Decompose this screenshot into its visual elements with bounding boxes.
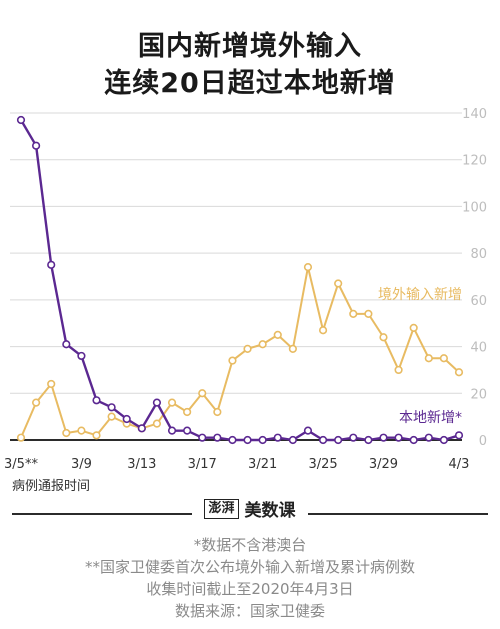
series-2-point — [334, 435, 343, 445]
source-note: 数据来源：国家卫健委 — [174, 602, 325, 620]
series-1-point — [258, 340, 267, 349]
series-1-point — [77, 426, 86, 435]
series-1-point — [334, 279, 343, 288]
series-2-point — [152, 398, 162, 407]
series-2-point — [258, 435, 267, 445]
series-1-point — [379, 333, 388, 342]
series-2-point — [32, 141, 41, 150]
series-2-point — [273, 433, 282, 442]
series-2-point — [243, 435, 252, 445]
y-tick-label-100: 100 — [462, 200, 487, 215]
series-2-point — [183, 426, 192, 435]
y-tick-label-40: 40 — [470, 341, 487, 356]
y-tick-label-140: 140 — [462, 107, 487, 122]
y-tick-label-20: 20 — [470, 387, 487, 402]
series-1-point — [303, 263, 313, 272]
series-2-point — [394, 433, 403, 442]
footnote-2: **国家卫健委首次公布境外输入新增及累计病例数 — [84, 558, 415, 576]
series-2-point — [424, 433, 433, 442]
line-chart: 0 20 40 60 80 100 120 140 3/5** 3/9 3/13 3/17 3/21 3/… — [4, 107, 487, 494]
y-tick-label-80: 80 — [470, 247, 487, 262]
series-2-point — [62, 340, 71, 349]
series-2-point — [409, 435, 418, 445]
series-2-point — [364, 435, 373, 445]
series-1-point — [243, 344, 252, 354]
x-tick-label-329: 3/29 — [369, 457, 398, 472]
series-1-point — [364, 309, 373, 318]
x-tick-label-317: 3/17 — [188, 457, 217, 472]
brand-name: 美数课 — [244, 501, 296, 521]
series-1-point — [32, 398, 41, 407]
series-1-point — [439, 354, 448, 363]
x-tick-label-313: 3/13 — [127, 457, 156, 472]
x-tick-label-39: 3/9 — [71, 457, 92, 472]
series-1-point — [47, 379, 56, 389]
x-tick-label-321: 3/21 — [248, 457, 277, 472]
x-tick-label-43: 4/3 — [449, 457, 470, 472]
series-label-1: 境外输入新增 — [378, 287, 462, 303]
series-2-point — [318, 435, 328, 445]
divider-left — [12, 513, 192, 515]
series-2-point — [213, 433, 222, 442]
series-1-point — [454, 368, 464, 377]
series-label-2: 本地新增* — [399, 410, 462, 426]
series-2-point — [107, 403, 116, 412]
divider-right — [308, 513, 488, 515]
series-line-2 — [19, 119, 460, 442]
series-2-point — [198, 433, 207, 442]
series-2-point — [349, 433, 358, 442]
series-1-point — [92, 431, 101, 440]
series-1-point — [318, 326, 328, 335]
series-2-point — [92, 396, 101, 405]
chart-title-line-2: 连续20日超过本地新增 — [104, 68, 396, 99]
x-axis-label: 病例通报时间 — [12, 479, 90, 494]
series-1-point — [228, 356, 237, 365]
series-2-point — [454, 431, 464, 440]
y-tick-label-60: 60 — [470, 294, 487, 309]
brand-seal: 澎湃 — [204, 498, 239, 519]
series-1-point — [273, 330, 282, 339]
brand-logo: 澎湃 美数课 — [0, 496, 500, 521]
footnote-3: 收集时间截止至2020年4月3日 — [146, 580, 354, 598]
series-2-point — [228, 435, 237, 445]
series-1-point — [288, 344, 297, 354]
y-tick-label-0: 0 — [479, 434, 487, 449]
chart-title-line-1: 国内新增境外输入 — [138, 31, 362, 62]
series-1-point — [198, 389, 207, 398]
series-2-point — [288, 435, 297, 445]
series-2-point — [379, 433, 388, 442]
series-1-point — [394, 365, 403, 375]
footnote-1: *数据不含港澳台 — [193, 536, 307, 554]
series-1-point — [16, 433, 26, 442]
series-2-point — [77, 351, 86, 361]
series-2-point — [122, 414, 131, 424]
x-tick-label-35: 3/5** — [4, 457, 38, 472]
series-1-point — [424, 354, 433, 363]
y-tick-label-120: 120 — [462, 154, 487, 169]
series-2-point — [16, 115, 26, 125]
series-1-point — [409, 323, 418, 332]
series-1-point — [349, 309, 358, 318]
series-1-point — [213, 407, 222, 417]
series-2-point — [303, 426, 313, 435]
series-2-point — [137, 424, 146, 433]
series-1-point — [183, 407, 192, 417]
series-1-point — [62, 428, 71, 438]
series-1-point — [167, 398, 177, 407]
series-2-point — [167, 426, 177, 435]
series-1-point — [152, 419, 162, 428]
series-2-point — [439, 435, 448, 445]
series-2-point — [47, 260, 56, 269]
series-1-point — [107, 412, 116, 421]
x-tick-label-325: 3/25 — [308, 457, 337, 472]
